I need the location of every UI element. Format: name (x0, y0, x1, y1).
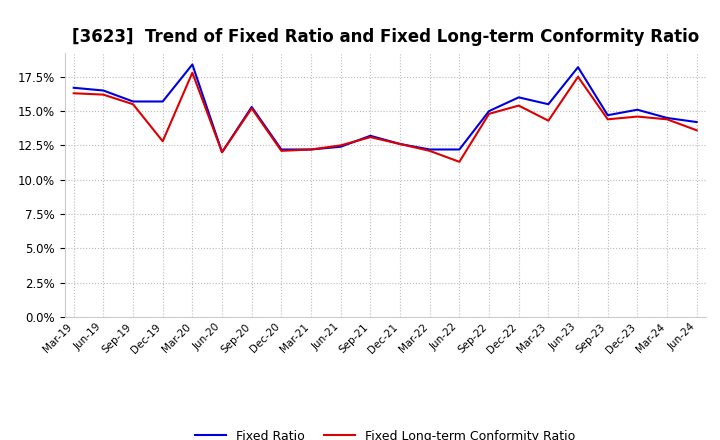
Fixed Long-term Conformity Ratio (514, 103, 523, 108)
Fixed Long-term Conformity Ratio (277, 148, 286, 154)
Fixed Ratio (307, 147, 315, 152)
Fixed Ratio (336, 144, 345, 150)
Fixed Long-term Conformity Ratio (307, 147, 315, 152)
Fixed Long-term Conformity Ratio (396, 141, 405, 147)
Fixed Ratio (544, 102, 553, 107)
Fixed Long-term Conformity Ratio (336, 143, 345, 148)
Legend: Fixed Ratio, Fixed Long-term Conformity Ratio: Fixed Ratio, Fixed Long-term Conformity … (190, 425, 580, 440)
Fixed Ratio (485, 108, 493, 114)
Line: Fixed Long-term Conformity Ratio: Fixed Long-term Conformity Ratio (73, 73, 697, 162)
Fixed Long-term Conformity Ratio (633, 114, 642, 119)
Fixed Long-term Conformity Ratio (366, 135, 374, 140)
Title: [3623]  Trend of Fixed Ratio and Fixed Long-term Conformity Ratio: [3623] Trend of Fixed Ratio and Fixed Lo… (71, 28, 699, 46)
Fixed Ratio (188, 62, 197, 67)
Fixed Ratio (574, 65, 582, 70)
Fixed Ratio (603, 113, 612, 118)
Fixed Ratio (633, 107, 642, 112)
Fixed Ratio (396, 141, 405, 147)
Fixed Ratio (455, 147, 464, 152)
Fixed Long-term Conformity Ratio (455, 159, 464, 165)
Fixed Ratio (248, 104, 256, 110)
Fixed Long-term Conformity Ratio (158, 139, 167, 144)
Fixed Ratio (158, 99, 167, 104)
Fixed Ratio (426, 147, 434, 152)
Fixed Long-term Conformity Ratio (574, 74, 582, 80)
Fixed Long-term Conformity Ratio (603, 117, 612, 122)
Fixed Long-term Conformity Ratio (248, 106, 256, 111)
Fixed Long-term Conformity Ratio (544, 118, 553, 123)
Fixed Long-term Conformity Ratio (662, 117, 671, 122)
Fixed Long-term Conformity Ratio (129, 102, 138, 107)
Fixed Ratio (693, 119, 701, 125)
Fixed Ratio (129, 99, 138, 104)
Fixed Ratio (69, 85, 78, 90)
Fixed Long-term Conformity Ratio (69, 91, 78, 96)
Fixed Long-term Conformity Ratio (188, 70, 197, 75)
Fixed Ratio (277, 147, 286, 152)
Fixed Long-term Conformity Ratio (485, 111, 493, 117)
Fixed Ratio (514, 95, 523, 100)
Fixed Ratio (217, 150, 226, 155)
Line: Fixed Ratio: Fixed Ratio (73, 64, 697, 152)
Fixed Long-term Conformity Ratio (99, 92, 108, 97)
Fixed Long-term Conformity Ratio (693, 128, 701, 133)
Fixed Ratio (662, 115, 671, 121)
Fixed Long-term Conformity Ratio (217, 150, 226, 155)
Fixed Ratio (366, 133, 374, 139)
Fixed Long-term Conformity Ratio (426, 148, 434, 154)
Fixed Ratio (99, 88, 108, 93)
